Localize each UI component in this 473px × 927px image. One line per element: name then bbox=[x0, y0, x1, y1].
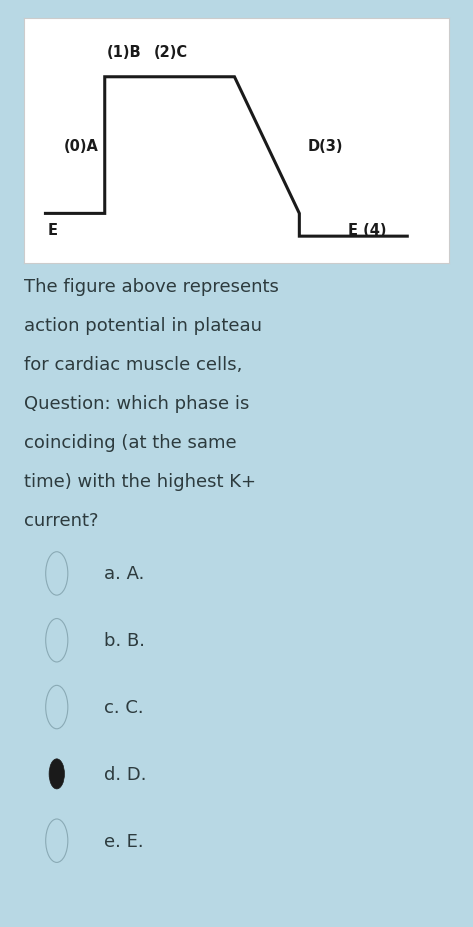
Text: The figure above represents: The figure above represents bbox=[24, 278, 279, 296]
Text: E (4): E (4) bbox=[348, 222, 386, 237]
Text: Question: which phase is: Question: which phase is bbox=[24, 395, 249, 413]
Text: e. E.: e. E. bbox=[104, 832, 144, 850]
Circle shape bbox=[49, 759, 64, 789]
Text: c. C.: c. C. bbox=[104, 698, 144, 717]
Text: current?: current? bbox=[24, 512, 98, 529]
Text: b. B.: b. B. bbox=[104, 631, 145, 650]
Circle shape bbox=[46, 552, 68, 595]
Circle shape bbox=[46, 686, 68, 729]
Text: (2)C: (2)C bbox=[153, 44, 187, 59]
Circle shape bbox=[46, 619, 68, 662]
Text: time) with the highest K+: time) with the highest K+ bbox=[24, 473, 255, 490]
Text: (1)B: (1)B bbox=[107, 44, 141, 59]
Text: a. A.: a. A. bbox=[104, 565, 144, 583]
Text: D(3): D(3) bbox=[307, 138, 343, 153]
Text: (0)A: (0)A bbox=[64, 138, 99, 153]
Text: for cardiac muscle cells,: for cardiac muscle cells, bbox=[24, 356, 242, 374]
Text: E: E bbox=[48, 222, 58, 237]
Text: d. D.: d. D. bbox=[104, 765, 147, 783]
Text: coinciding (at the same: coinciding (at the same bbox=[24, 434, 236, 451]
Text: action potential in plateau: action potential in plateau bbox=[24, 317, 262, 335]
Circle shape bbox=[46, 819, 68, 862]
